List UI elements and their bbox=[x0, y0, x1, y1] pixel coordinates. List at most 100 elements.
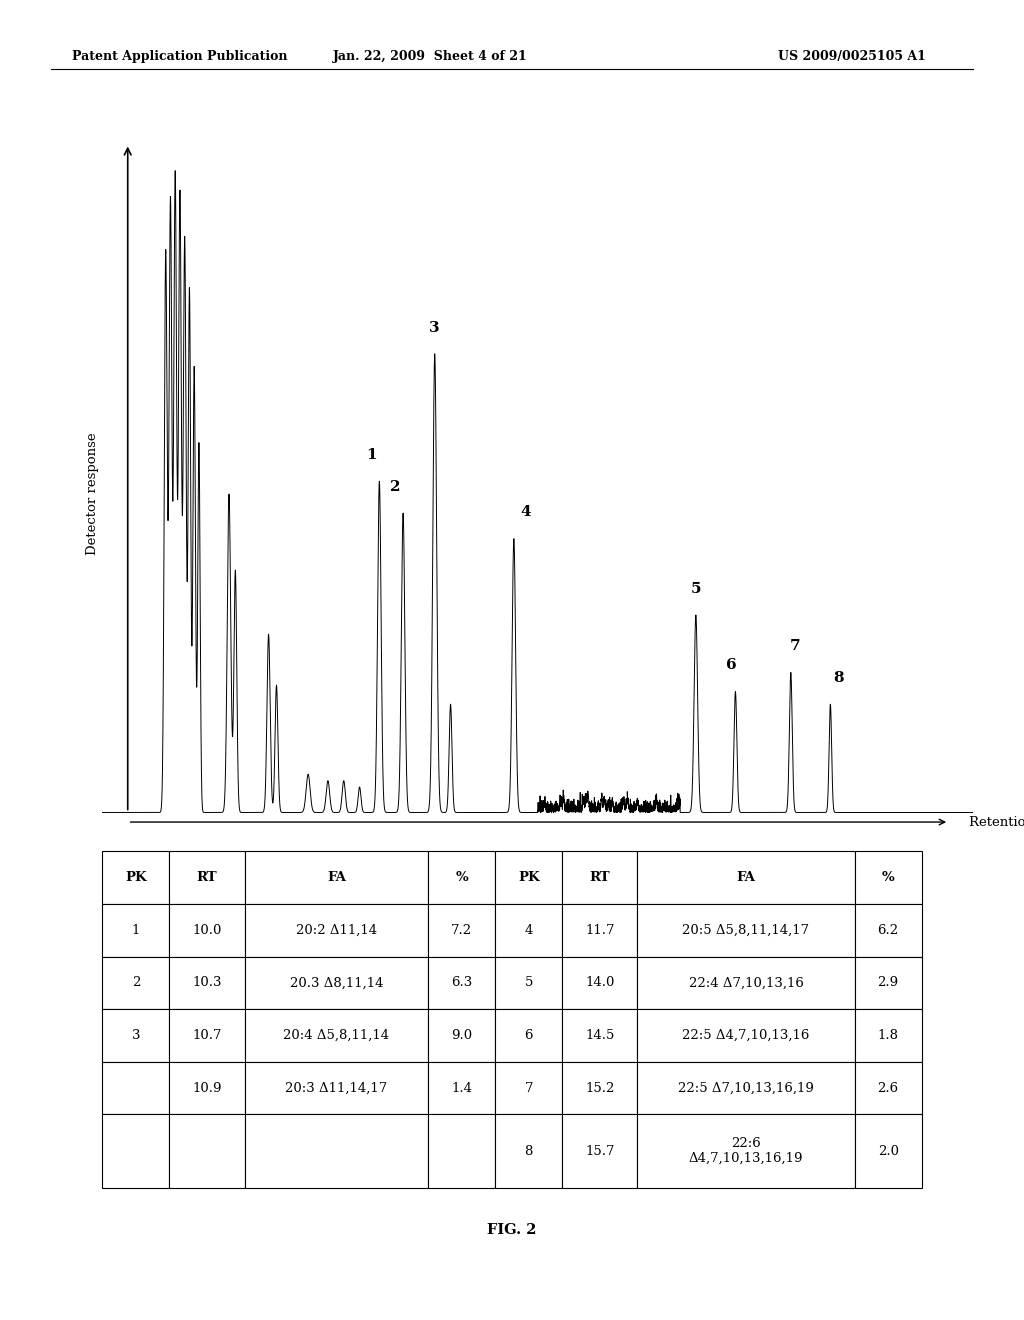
Text: 7: 7 bbox=[524, 1081, 532, 1094]
Text: 14.0: 14.0 bbox=[585, 977, 614, 990]
Text: 1: 1 bbox=[132, 924, 140, 937]
Text: 4: 4 bbox=[524, 924, 532, 937]
FancyBboxPatch shape bbox=[169, 1010, 245, 1061]
Text: 2: 2 bbox=[390, 480, 400, 494]
Text: 2: 2 bbox=[132, 977, 140, 990]
FancyBboxPatch shape bbox=[496, 957, 562, 1010]
FancyBboxPatch shape bbox=[855, 957, 922, 1010]
FancyBboxPatch shape bbox=[245, 851, 428, 904]
Text: 2.9: 2.9 bbox=[878, 977, 899, 990]
FancyBboxPatch shape bbox=[855, 1010, 922, 1061]
FancyBboxPatch shape bbox=[496, 904, 562, 957]
Text: 22:5 Δ7,10,13,16,19: 22:5 Δ7,10,13,16,19 bbox=[678, 1081, 814, 1094]
Text: 22:4 Δ7,10,13,16: 22:4 Δ7,10,13,16 bbox=[688, 977, 804, 990]
Text: 8: 8 bbox=[524, 1144, 532, 1158]
Text: Patent Application Publication: Patent Application Publication bbox=[72, 50, 287, 63]
Text: RT: RT bbox=[590, 871, 610, 884]
Text: FIG. 2: FIG. 2 bbox=[487, 1224, 537, 1237]
FancyBboxPatch shape bbox=[102, 1010, 169, 1061]
FancyBboxPatch shape bbox=[428, 851, 496, 904]
FancyBboxPatch shape bbox=[428, 904, 496, 957]
FancyBboxPatch shape bbox=[169, 904, 245, 957]
FancyBboxPatch shape bbox=[496, 1061, 562, 1114]
Text: 4: 4 bbox=[520, 506, 531, 520]
Text: 20:4 Δ5,8,11,14: 20:4 Δ5,8,11,14 bbox=[284, 1030, 389, 1041]
Text: 10.0: 10.0 bbox=[193, 924, 221, 937]
FancyBboxPatch shape bbox=[562, 1114, 637, 1188]
Text: %: % bbox=[882, 871, 895, 884]
Text: 1: 1 bbox=[367, 447, 377, 462]
Text: 9.0: 9.0 bbox=[452, 1030, 472, 1041]
FancyBboxPatch shape bbox=[428, 1010, 496, 1061]
FancyBboxPatch shape bbox=[562, 904, 637, 957]
Text: 22:6
Δ4,7,10,13,16,19: 22:6 Δ4,7,10,13,16,19 bbox=[689, 1138, 803, 1166]
Text: 1.8: 1.8 bbox=[878, 1030, 899, 1041]
Text: 20:5 Δ5,8,11,14,17: 20:5 Δ5,8,11,14,17 bbox=[682, 924, 810, 937]
Text: US 2009/0025105 A1: US 2009/0025105 A1 bbox=[778, 50, 926, 63]
Text: 2.6: 2.6 bbox=[878, 1081, 899, 1094]
FancyBboxPatch shape bbox=[637, 1010, 855, 1061]
Text: PK: PK bbox=[518, 871, 540, 884]
Text: 7.2: 7.2 bbox=[452, 924, 472, 937]
FancyBboxPatch shape bbox=[496, 851, 562, 904]
Text: 20.3 Δ8,11,14: 20.3 Δ8,11,14 bbox=[290, 977, 383, 990]
FancyBboxPatch shape bbox=[245, 957, 428, 1010]
FancyBboxPatch shape bbox=[169, 957, 245, 1010]
FancyBboxPatch shape bbox=[562, 957, 637, 1010]
FancyBboxPatch shape bbox=[428, 1114, 496, 1188]
FancyBboxPatch shape bbox=[496, 1010, 562, 1061]
FancyBboxPatch shape bbox=[855, 851, 922, 904]
Text: Jan. 22, 2009  Sheet 4 of 21: Jan. 22, 2009 Sheet 4 of 21 bbox=[333, 50, 527, 63]
Text: 22:5 Δ4,7,10,13,16: 22:5 Δ4,7,10,13,16 bbox=[682, 1030, 810, 1041]
FancyBboxPatch shape bbox=[855, 1114, 922, 1188]
Text: 15.7: 15.7 bbox=[585, 1144, 614, 1158]
FancyBboxPatch shape bbox=[562, 851, 637, 904]
Text: 20:3 Δ11,14,17: 20:3 Δ11,14,17 bbox=[286, 1081, 387, 1094]
Text: 6.2: 6.2 bbox=[878, 924, 899, 937]
FancyBboxPatch shape bbox=[428, 957, 496, 1010]
Text: 15.2: 15.2 bbox=[585, 1081, 614, 1094]
FancyBboxPatch shape bbox=[245, 1010, 428, 1061]
Text: FA: FA bbox=[736, 871, 756, 884]
Text: 5: 5 bbox=[524, 977, 532, 990]
FancyBboxPatch shape bbox=[637, 904, 855, 957]
FancyBboxPatch shape bbox=[102, 1061, 169, 1114]
FancyBboxPatch shape bbox=[102, 1114, 169, 1188]
Text: 10.7: 10.7 bbox=[193, 1030, 221, 1041]
FancyBboxPatch shape bbox=[428, 1061, 496, 1114]
FancyBboxPatch shape bbox=[102, 851, 169, 904]
FancyBboxPatch shape bbox=[169, 851, 245, 904]
Text: 1.4: 1.4 bbox=[452, 1081, 472, 1094]
FancyBboxPatch shape bbox=[855, 904, 922, 957]
Text: 5: 5 bbox=[690, 582, 701, 595]
FancyBboxPatch shape bbox=[562, 1061, 637, 1114]
FancyBboxPatch shape bbox=[637, 851, 855, 904]
Text: 11.7: 11.7 bbox=[585, 924, 614, 937]
Text: PK: PK bbox=[125, 871, 146, 884]
Text: 10.3: 10.3 bbox=[193, 977, 221, 990]
FancyBboxPatch shape bbox=[169, 1114, 245, 1188]
FancyBboxPatch shape bbox=[637, 957, 855, 1010]
Text: 20:2 Δ11,14: 20:2 Δ11,14 bbox=[296, 924, 377, 937]
Text: 8: 8 bbox=[833, 671, 844, 685]
FancyBboxPatch shape bbox=[102, 904, 169, 957]
Text: Detector response: Detector response bbox=[86, 433, 98, 556]
FancyBboxPatch shape bbox=[496, 1114, 562, 1188]
FancyBboxPatch shape bbox=[102, 957, 169, 1010]
FancyBboxPatch shape bbox=[245, 1061, 428, 1114]
Text: 10.9: 10.9 bbox=[193, 1081, 221, 1094]
Text: 3: 3 bbox=[429, 321, 440, 335]
FancyBboxPatch shape bbox=[637, 1114, 855, 1188]
FancyBboxPatch shape bbox=[169, 1061, 245, 1114]
FancyBboxPatch shape bbox=[245, 904, 428, 957]
Text: %: % bbox=[456, 871, 468, 884]
Text: 6: 6 bbox=[726, 659, 737, 672]
Text: RT: RT bbox=[197, 871, 217, 884]
Text: 7: 7 bbox=[790, 639, 800, 653]
Text: 2.0: 2.0 bbox=[878, 1144, 899, 1158]
Text: 6.3: 6.3 bbox=[452, 977, 472, 990]
Text: 6: 6 bbox=[524, 1030, 532, 1041]
FancyBboxPatch shape bbox=[855, 1061, 922, 1114]
FancyBboxPatch shape bbox=[245, 1114, 428, 1188]
Text: Retention Time: Retention Time bbox=[969, 816, 1024, 829]
